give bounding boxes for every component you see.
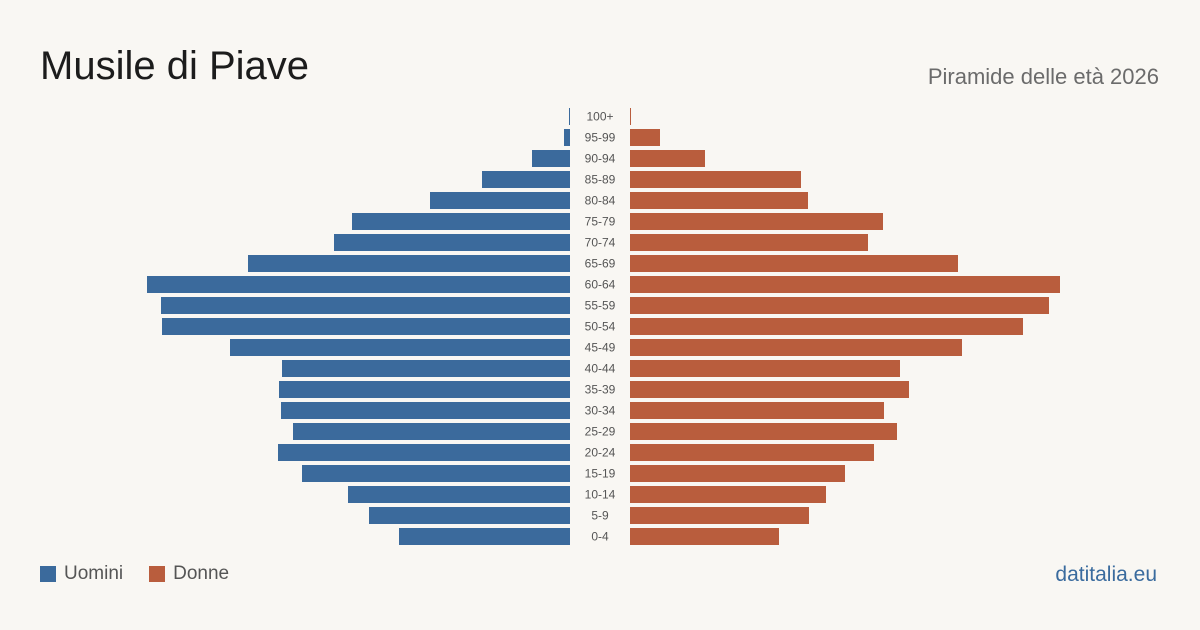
population-pyramid-chart: 100+ 95-99 90-94 85-89 80-84 75-79 70-74 65-69 6…: [147, 108, 1060, 545]
bar-men-age-40-44: [282, 360, 570, 377]
age-label-age-55-59: 55-59: [585, 299, 616, 313]
age-label-age-20-24: 20-24: [585, 446, 616, 460]
bar-men-age-95-99: [564, 129, 570, 146]
bar-women-age-5-9: [630, 507, 809, 524]
page-title: Musile di Piave: [40, 44, 310, 88]
legend-swatch-men: [40, 566, 56, 582]
age-label-age-35-39: 35-39: [585, 383, 616, 397]
bar-men-age-50-54: [162, 318, 570, 335]
age-label-age-70-74: 70-74: [585, 236, 616, 250]
age-label-age-95-99: 95-99: [585, 131, 616, 145]
bar-women-age-35-39: [630, 381, 909, 398]
bar-women-age-30-34: [630, 402, 884, 419]
bar-women-age-65-69: [630, 255, 958, 272]
age-label-age-0-4: 0-4: [591, 530, 609, 544]
bar-men-age-70-74: [334, 234, 570, 251]
age-label-age-60-64: 60-64: [585, 278, 616, 292]
bar-women-age-55-59: [630, 297, 1049, 314]
bar-men-age-65-69: [248, 255, 570, 272]
bar-women-age-85-89: [630, 171, 801, 188]
bar-women-age-25-29: [630, 423, 897, 440]
bar-women-age-0-4: [630, 528, 779, 545]
age-label-age-45-49: 45-49: [585, 341, 616, 355]
legend-item-women: Donne: [149, 563, 229, 585]
age-label-age-15-19: 15-19: [585, 467, 616, 481]
bar-women-age-100plus: [630, 108, 631, 125]
bar-women-age-60-64: [630, 276, 1060, 293]
bar-men-age-15-19: [302, 465, 570, 482]
bar-men-age-55-59: [161, 297, 570, 314]
bar-men-age-0-4: [399, 528, 570, 545]
age-label-age-90-94: 90-94: [585, 152, 616, 166]
legend-label-women: Donne: [173, 563, 230, 584]
age-label-age-75-79: 75-79: [585, 215, 616, 229]
age-label-age-50-54: 50-54: [585, 320, 616, 334]
legend-label-men: Uomini: [64, 563, 124, 584]
legend: Uomini Donne: [40, 563, 255, 585]
age-label-age-85-89: 85-89: [585, 173, 616, 187]
age-label-age-65-69: 65-69: [585, 257, 616, 271]
bar-men-age-45-49: [230, 339, 570, 356]
bar-women-age-10-14: [630, 486, 826, 503]
bar-men-age-20-24: [278, 444, 570, 461]
age-label-age-80-84: 80-84: [585, 194, 616, 208]
bar-men-age-100plus: [569, 108, 570, 125]
legend-item-men: Uomini: [40, 563, 123, 585]
bar-men-age-10-14: [348, 486, 570, 503]
bar-men-age-85-89: [482, 171, 570, 188]
bar-women-age-95-99: [630, 129, 660, 146]
bar-women-age-45-49: [630, 339, 962, 356]
brand-link[interactable]: datitalia.eu: [1055, 563, 1157, 586]
age-label-age-40-44: 40-44: [585, 362, 616, 376]
age-label-age-100plus: 100+: [586, 110, 613, 124]
age-label-age-30-34: 30-34: [585, 404, 616, 418]
age-label-age-5-9: 5-9: [591, 509, 609, 523]
bar-women-age-90-94: [630, 150, 705, 167]
bar-men-age-30-34: [281, 402, 570, 419]
age-label-age-10-14: 10-14: [585, 488, 616, 502]
bar-men-age-5-9: [369, 507, 570, 524]
bar-women-age-20-24: [630, 444, 874, 461]
bar-men-age-35-39: [279, 381, 570, 398]
bar-women-age-15-19: [630, 465, 845, 482]
chart-subtitle: Piramide delle età 2026: [927, 64, 1159, 89]
bar-men-age-25-29: [293, 423, 570, 440]
bar-men-age-60-64: [147, 276, 570, 293]
legend-swatch-women: [149, 566, 166, 582]
bar-men-age-75-79: [352, 213, 570, 230]
bar-women-age-40-44: [630, 360, 900, 377]
bar-women-age-75-79: [630, 213, 883, 230]
bar-men-age-90-94: [532, 150, 570, 167]
bar-women-age-70-74: [630, 234, 868, 251]
bar-women-age-80-84: [630, 192, 808, 209]
age-label-age-25-29: 25-29: [585, 425, 616, 439]
bar-women-age-50-54: [630, 318, 1023, 335]
bar-men-age-80-84: [430, 192, 570, 209]
